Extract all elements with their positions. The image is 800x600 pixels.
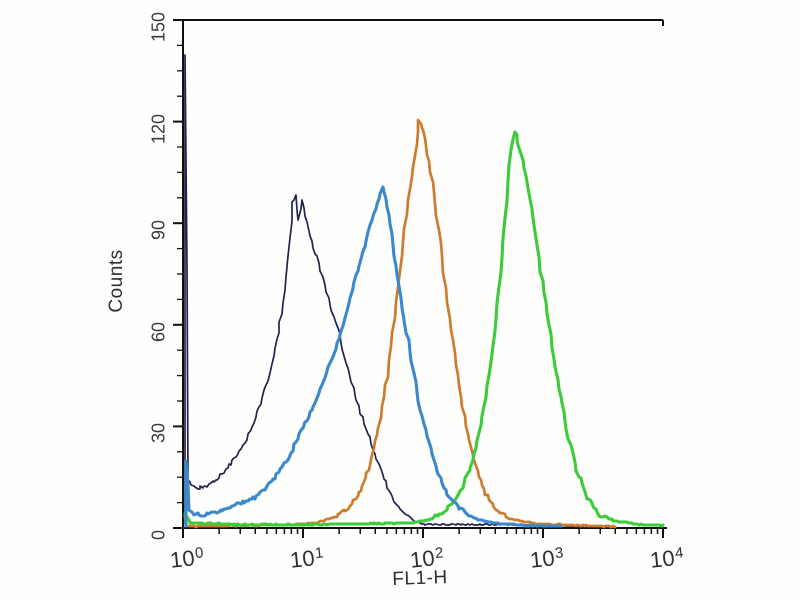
- y-tick-label-90: 90: [148, 220, 169, 241]
- curve-lightblue-histogram: [184, 185, 563, 528]
- x-tick-base: 10: [528, 545, 556, 573]
- y-tick-label-60: 60: [148, 321, 169, 342]
- y-tick-label-150: 150: [148, 11, 169, 43]
- x-tick-label-10e0: 100: [169, 544, 205, 573]
- curve-orange-histogram: [187, 118, 617, 529]
- y-tick-label-120: 120: [148, 113, 169, 144]
- x-tick-exponent: 3: [554, 544, 565, 563]
- x-tick-label-10e3: 103: [529, 544, 565, 573]
- x-tick-label-10e4: 104: [649, 544, 685, 573]
- x-tick-base: 10: [168, 545, 196, 573]
- y-tick-label-0: 0: [148, 529, 169, 541]
- x-tick-base: 10: [648, 545, 676, 573]
- x-tick-label-10e2: 102: [409, 544, 445, 573]
- x-tick-base: 10: [408, 545, 436, 573]
- x-tick-exponent: 0: [194, 544, 205, 563]
- x-tick-base: 10: [288, 545, 316, 573]
- curve-navy-histogram: [184, 54, 586, 528]
- y-tick-label-30: 30: [148, 423, 169, 444]
- x-tick-exponent: 2: [434, 544, 445, 563]
- x-tick-exponent: 1: [314, 544, 325, 563]
- curve-green-histogram: [183, 130, 665, 528]
- y-axis-title: Counts: [106, 249, 127, 313]
- x-tick-exponent: 4: [674, 544, 685, 563]
- x-tick-label-10e1: 101: [289, 544, 325, 573]
